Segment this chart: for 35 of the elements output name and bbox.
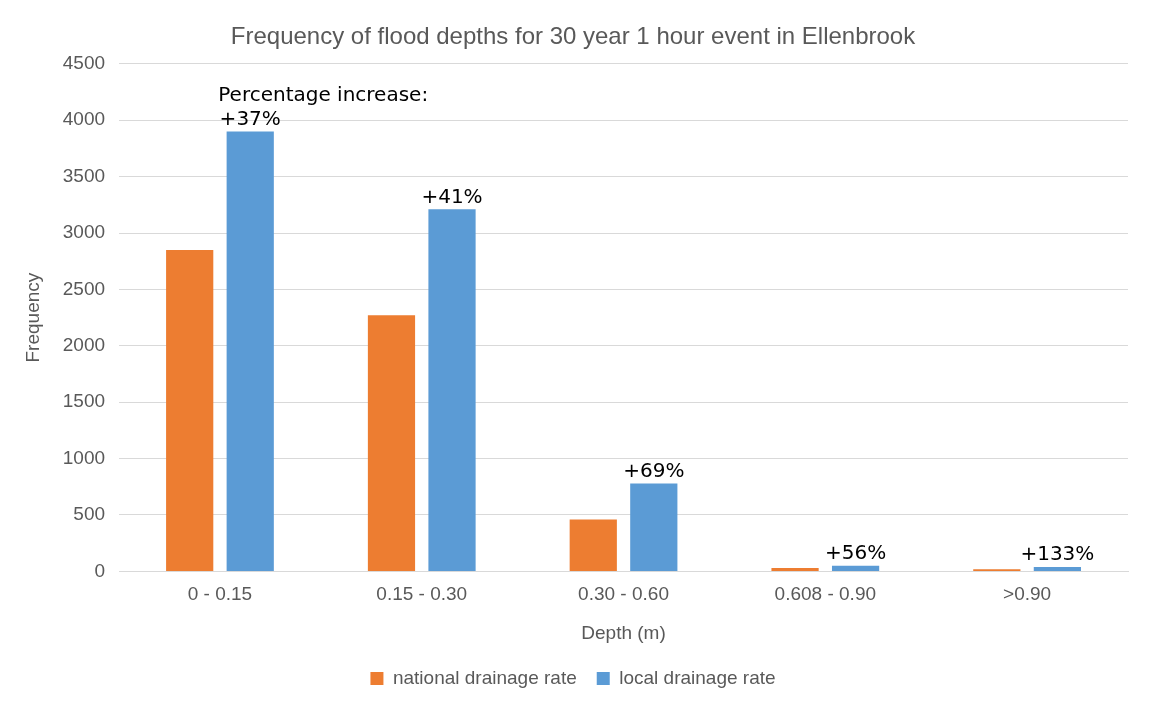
x-tick-label: 0.15 - 0.30: [376, 583, 468, 605]
y-tick-label: 2500: [62, 277, 106, 299]
x-tick-label: >0.90: [1003, 583, 1052, 605]
bar: [166, 249, 214, 571]
legend-label: local drainage rate: [619, 666, 776, 688]
y-tick-label: 4500: [62, 52, 106, 74]
x-tick-label: 0.608 - 0.90: [774, 583, 877, 605]
y-tick-label: 3000: [62, 221, 106, 243]
bar: [226, 131, 274, 571]
chart-title: Frequency of flood depths for 30 year 1 hour event in Ellenbrook: [230, 22, 917, 50]
legend-label: national drainage rate: [392, 666, 577, 688]
y-tick-label: 1500: [62, 390, 106, 412]
y-tick-label: 3500: [62, 164, 106, 186]
y-tick-label: 2000: [62, 334, 106, 356]
bar: [831, 565, 880, 571]
bar: [630, 483, 678, 571]
annotation: +37%: [219, 105, 281, 130]
x-tick-label: 0.30 - 0.60: [578, 583, 669, 605]
bar: [569, 519, 617, 571]
annotation: Percentage increase:: [218, 81, 429, 106]
bar: [367, 315, 416, 571]
bar: [1033, 566, 1081, 571]
x-axis-title: Depth (m): [581, 621, 666, 643]
annotation: +69%: [623, 457, 685, 482]
annotation: +41%: [421, 183, 483, 208]
annotation: +56%: [824, 539, 887, 564]
annotation: +133%: [1020, 541, 1095, 566]
y-axis-title: Frequency: [21, 272, 43, 363]
y-tick-label: 4000: [62, 108, 106, 130]
y-tick-label: 0: [94, 559, 106, 581]
y-tick-label: 500: [73, 503, 106, 525]
bar: [771, 568, 819, 571]
x-tick-label: 0 - 0.15: [187, 583, 253, 605]
y-tick-label: 1000: [62, 446, 106, 468]
bar: [428, 209, 476, 571]
